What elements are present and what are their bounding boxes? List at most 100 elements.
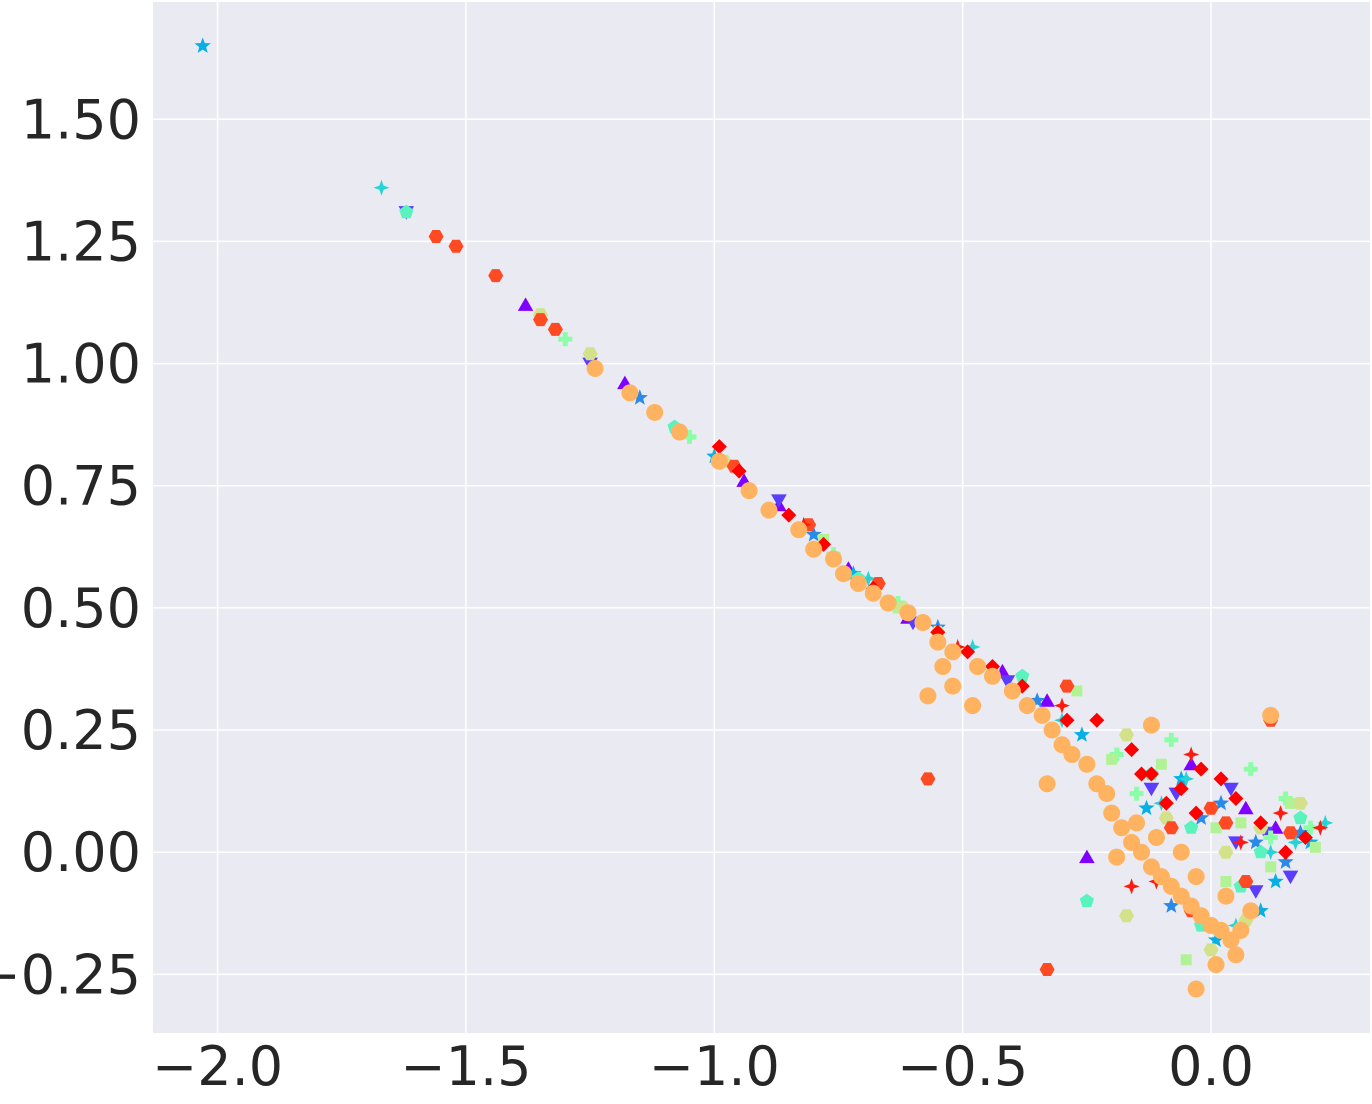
y-tick-label: 0.00 <box>21 821 141 884</box>
data-point <box>1262 706 1280 724</box>
data-point <box>1253 844 1268 859</box>
data-point <box>517 297 534 311</box>
data-point <box>1133 843 1151 861</box>
data-point <box>934 658 952 676</box>
data-point <box>914 614 932 632</box>
data-point <box>488 269 504 283</box>
y-tick-label: 1.25 <box>21 210 141 273</box>
data-point <box>1312 819 1329 836</box>
data-point <box>805 526 822 542</box>
data-point <box>1119 909 1135 923</box>
data-point <box>1134 766 1149 782</box>
data-point <box>864 584 882 602</box>
data-point <box>1218 816 1234 830</box>
data-point <box>1207 931 1225 947</box>
data-point <box>1029 692 1046 708</box>
data-point <box>558 332 573 347</box>
data-point <box>1227 946 1245 964</box>
data-point <box>533 313 548 327</box>
data-point <box>1217 887 1235 905</box>
data-point <box>1079 849 1095 864</box>
data-point <box>1187 980 1205 998</box>
data-point <box>1039 963 1055 976</box>
data-point <box>919 687 937 705</box>
data-point <box>1248 885 1264 899</box>
y-axis-tick-labels: −0.25 0.00 0.25 0.50 0.75 1.00 1.25 1.50 <box>0 88 141 1006</box>
data-point <box>711 439 727 455</box>
data-point <box>1277 853 1294 869</box>
data-point <box>1183 746 1200 763</box>
data-point <box>194 37 211 53</box>
data-point <box>1267 820 1284 834</box>
data-point <box>1054 697 1070 714</box>
data-point <box>1302 833 1319 850</box>
data-point <box>781 507 797 523</box>
data-point <box>1078 755 1096 773</box>
data-point <box>1143 766 1159 782</box>
data-point <box>1263 830 1278 845</box>
data-point <box>1071 685 1083 697</box>
data-point <box>1243 762 1258 777</box>
data-point <box>1278 844 1294 860</box>
data-point <box>1158 811 1174 825</box>
data-point <box>631 389 648 405</box>
data-point <box>771 494 787 508</box>
data-point <box>1163 821 1179 835</box>
data-point <box>1283 826 1298 840</box>
data-point <box>849 574 867 592</box>
data-point <box>805 540 823 558</box>
data-point <box>1108 848 1126 866</box>
data-point <box>1218 845 1234 859</box>
y-tick-label: 1.00 <box>21 333 141 396</box>
data-point <box>1098 785 1116 803</box>
data-point <box>1180 954 1192 966</box>
data-point <box>969 658 987 676</box>
data-point <box>845 565 862 581</box>
data-point <box>1272 805 1289 822</box>
data-point <box>1059 679 1075 693</box>
data-point <box>944 643 962 661</box>
data-point <box>1232 834 1249 851</box>
data-point <box>1232 921 1250 939</box>
data-point <box>448 239 464 253</box>
data-point <box>1173 781 1189 797</box>
data-point <box>1212 794 1230 811</box>
data-point <box>960 644 976 660</box>
data-point <box>899 604 917 622</box>
data-point <box>621 384 639 402</box>
data-point <box>1210 822 1222 834</box>
data-point <box>1187 868 1205 886</box>
y-tick-label: 1.50 <box>21 88 141 151</box>
data-point <box>1309 841 1321 853</box>
data-point <box>399 204 414 219</box>
data-point <box>1073 726 1090 742</box>
data-point <box>1238 800 1254 815</box>
data-point <box>1103 804 1121 822</box>
x-axis-tick-labels: −2.0 −1.5 −1.0 −0.5 0.0 <box>152 1035 1254 1098</box>
data-point <box>740 482 758 500</box>
data-point <box>1089 712 1105 728</box>
data-point <box>1147 829 1165 847</box>
data-point <box>1015 668 1030 683</box>
data-point <box>920 772 936 786</box>
data-point <box>1033 706 1051 724</box>
data-point <box>964 697 982 715</box>
data-point <box>428 230 444 243</box>
data-point <box>1158 795 1174 811</box>
data-point <box>1303 820 1318 835</box>
y-tick-label: 0.75 <box>21 455 141 518</box>
data-point <box>1142 716 1160 734</box>
data-point <box>1292 824 1309 840</box>
data-point <box>1184 820 1199 834</box>
data-point <box>1129 786 1144 801</box>
data-point <box>1252 902 1269 918</box>
data-point <box>1124 742 1140 758</box>
data-point <box>1123 878 1140 895</box>
data-point <box>1155 758 1167 770</box>
plot-background <box>153 2 1370 1033</box>
x-tick-label: 0.0 <box>1168 1035 1254 1098</box>
data-point <box>983 667 1001 685</box>
data-point <box>825 550 843 568</box>
x-tick-label: −0.5 <box>897 1035 1028 1098</box>
data-point <box>671 423 689 441</box>
